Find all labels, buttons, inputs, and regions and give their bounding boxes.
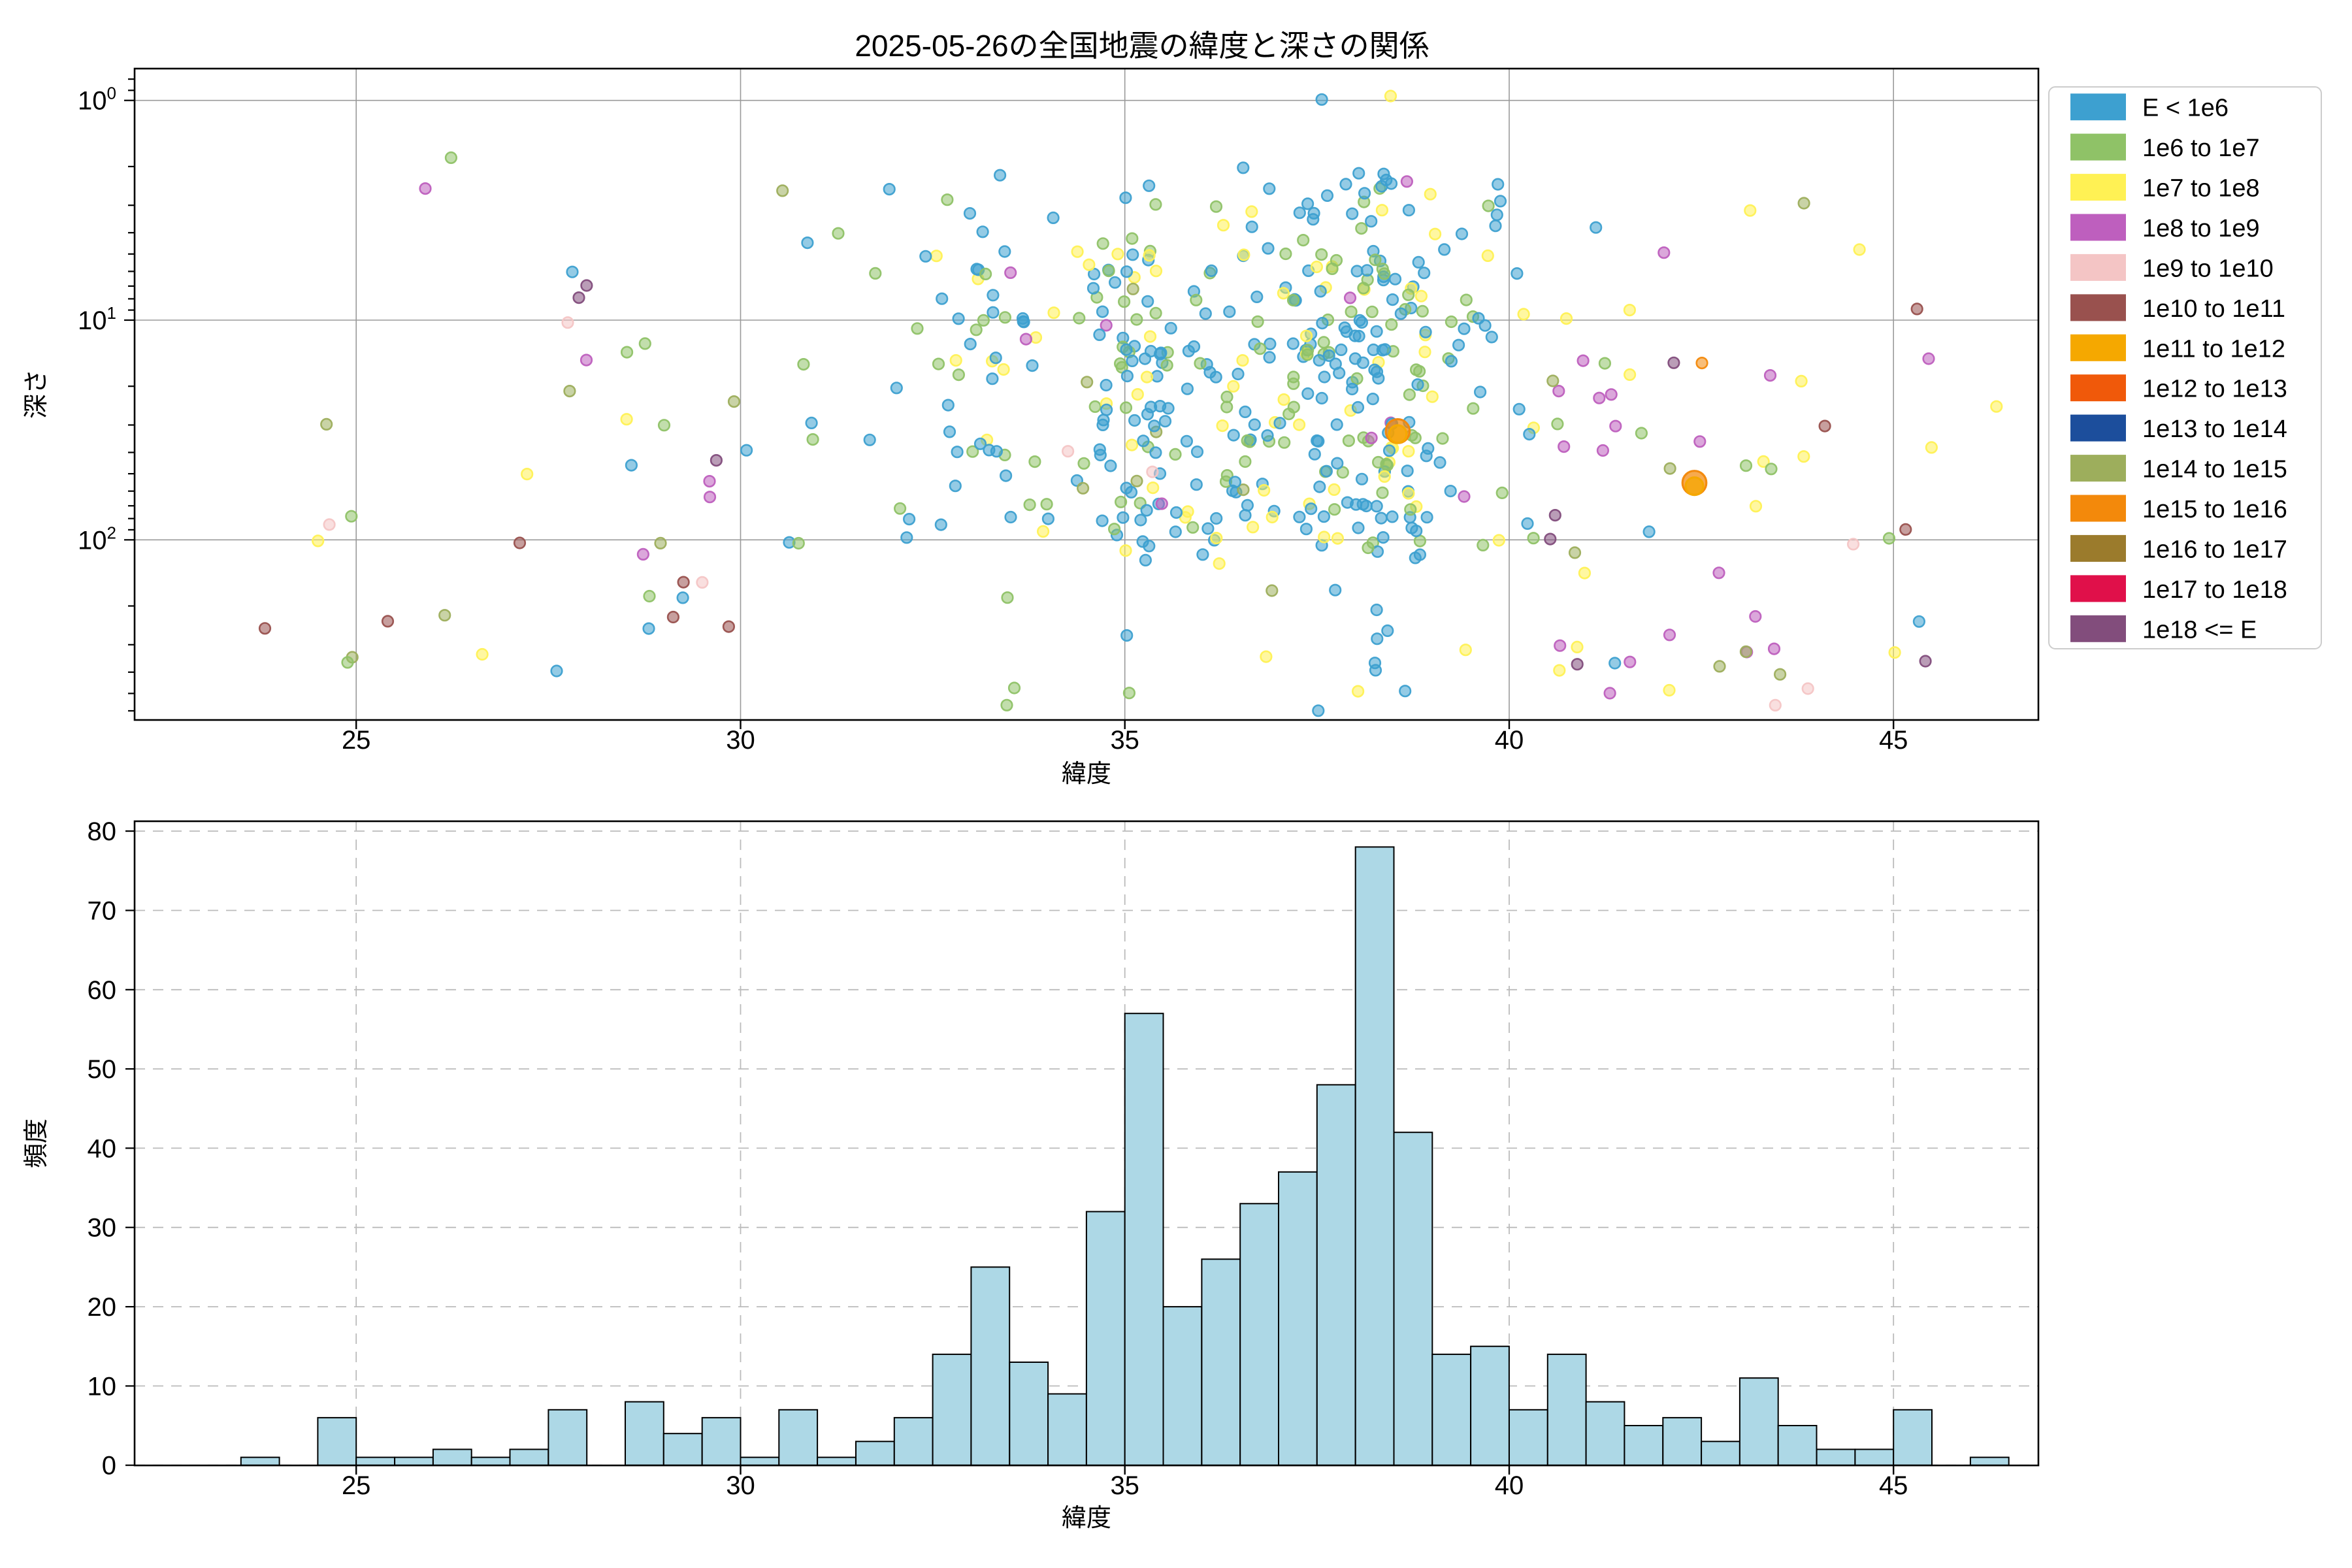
svg-text:深さ: 深さ <box>23 369 50 419</box>
svg-text:1e12 to 1e13: 1e12 to 1e13 <box>2142 376 2287 403</box>
svg-text:1e16 to 1e17: 1e16 to 1e17 <box>2142 536 2287 563</box>
svg-text:10: 10 <box>88 1372 117 1401</box>
svg-text:35: 35 <box>1110 726 1139 755</box>
svg-text:1e7 to 1e8: 1e7 to 1e8 <box>2142 175 2260 203</box>
svg-text:30: 30 <box>726 726 755 755</box>
svg-text:緯度: 緯度 <box>1062 760 1111 788</box>
svg-text:1e8 to 1e9: 1e8 to 1e9 <box>2142 215 2260 242</box>
svg-text:1e14 to 1e15: 1e14 to 1e15 <box>2142 456 2287 483</box>
svg-text:40: 40 <box>1495 726 1524 755</box>
svg-text:頻度: 頻度 <box>23 1119 50 1168</box>
svg-text:20: 20 <box>88 1293 117 1322</box>
svg-text:1e15 to 1e16: 1e15 to 1e16 <box>2142 496 2287 523</box>
svg-text:1e17 to 1e18: 1e17 to 1e18 <box>2142 576 2287 604</box>
svg-text:40: 40 <box>88 1134 117 1163</box>
svg-text:2025-05-26の全国地震の緯度と深さの関係: 2025-05-26の全国地震の緯度と深さの関係 <box>855 29 1429 63</box>
svg-text:70: 70 <box>88 897 117 926</box>
svg-text:緯度: 緯度 <box>1062 1505 1111 1532</box>
svg-text:E < 1e6: E < 1e6 <box>2142 95 2229 122</box>
svg-text:45: 45 <box>1879 1471 1908 1500</box>
svg-text:1e10 to 1e11: 1e10 to 1e11 <box>2142 295 2285 323</box>
svg-text:1e13 to 1e14: 1e13 to 1e14 <box>2142 416 2287 443</box>
svg-text:50: 50 <box>88 1055 117 1084</box>
svg-text:25: 25 <box>342 1471 371 1500</box>
svg-text:30: 30 <box>88 1214 117 1243</box>
svg-text:0: 0 <box>102 1452 116 1480</box>
svg-text:1e11 to 1e12: 1e11 to 1e12 <box>2142 335 2285 363</box>
svg-text:45: 45 <box>1879 726 1908 755</box>
svg-text:1e18 <= E: 1e18 <= E <box>2142 616 2257 644</box>
svg-text:25: 25 <box>342 726 371 755</box>
svg-text:1e6 to 1e7: 1e6 to 1e7 <box>2142 135 2260 162</box>
svg-text:35: 35 <box>1110 1471 1139 1500</box>
svg-text:40: 40 <box>1495 1471 1524 1500</box>
svg-text:60: 60 <box>88 976 117 1005</box>
svg-text:30: 30 <box>726 1471 755 1500</box>
svg-text:80: 80 <box>88 817 117 846</box>
svg-text:1e9 to 1e10: 1e9 to 1e10 <box>2142 255 2274 282</box>
